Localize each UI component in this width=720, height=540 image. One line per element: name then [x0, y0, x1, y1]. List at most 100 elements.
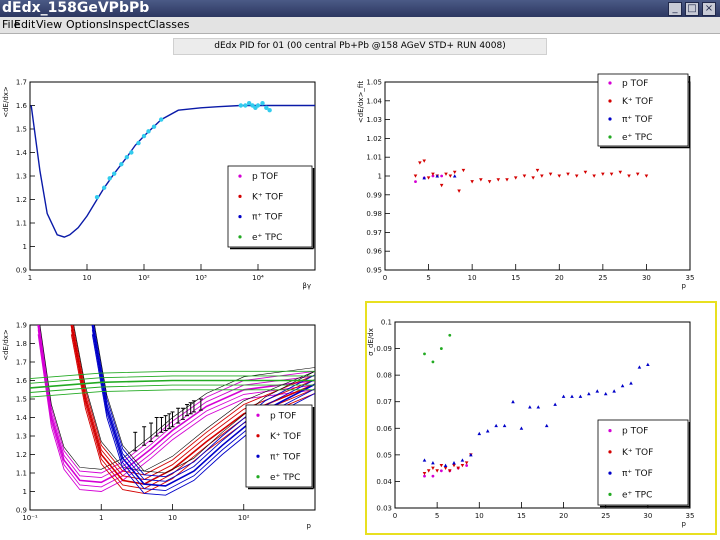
y-tick-label-top-right: 1.03 — [366, 116, 382, 124]
y-tick-label-top-right: 0.96 — [366, 248, 382, 256]
x-tick-label-top-right: 25 — [598, 274, 607, 282]
menu-inspect[interactable]: Inspect — [108, 18, 149, 31]
menu-edit[interactable]: Edit — [14, 18, 36, 31]
data-point-pi — [422, 458, 427, 462]
data-point-pi — [485, 429, 490, 433]
data-point-K — [574, 174, 579, 178]
y-tick-label-top-left: 1.5 — [16, 126, 27, 134]
y-tick-label-bottom-left: 1.7 — [16, 359, 27, 367]
data-point-pi — [494, 423, 498, 428]
data-point-pi — [646, 362, 650, 367]
data-point-cyan — [94, 194, 100, 200]
data-point-pi — [544, 423, 549, 428]
plot-area-top-right — [413, 159, 649, 193]
data-point-K — [431, 172, 435, 176]
menu-bar: File Edit View Options Inspect Classes — [0, 17, 720, 34]
data-point-p — [439, 469, 443, 473]
data-point-K — [566, 172, 570, 176]
legend-label-pi: π⁺ TOF — [622, 469, 653, 479]
data-point-K — [422, 471, 427, 476]
plot-area-top-left — [30, 100, 315, 238]
data-point-p — [431, 174, 435, 178]
menu-file[interactable]: File — [2, 18, 21, 31]
x-axis-label-top-left: βγ — [302, 282, 311, 290]
data-point-pi — [422, 176, 427, 180]
data-point-cyan — [124, 155, 130, 160]
x-tick-label-top-left: 1 — [28, 274, 32, 282]
data-point-pi — [511, 399, 515, 404]
close-button[interactable]: × — [702, 2, 716, 16]
data-point-pi — [519, 426, 524, 430]
data-point-K — [422, 159, 427, 163]
legend-marker-K — [238, 194, 242, 198]
data-point-K — [592, 174, 596, 178]
data-point-K — [479, 178, 483, 182]
data-point-pi — [553, 402, 557, 406]
data-point-e — [423, 352, 426, 356]
y-tick-label-bottom-left: 1.1 — [16, 470, 27, 478]
legend-box-bottom-right — [597, 419, 689, 506]
data-point-p — [431, 474, 435, 478]
legend-marker-pi — [256, 454, 260, 458]
data-point-pi — [443, 463, 448, 467]
data-point-K — [439, 183, 444, 188]
data-point-K — [609, 172, 614, 176]
y-tick-label-top-right: 1.01 — [366, 154, 382, 162]
data-point-K — [443, 466, 448, 470]
data-point-K — [439, 463, 444, 468]
y-tick-label-top-right: 1 — [378, 173, 382, 181]
data-point-K — [413, 174, 418, 178]
data-point-pi — [570, 394, 574, 398]
y-tick-label-top-left: 1.7 — [16, 79, 27, 87]
data-point-cyan — [136, 140, 141, 146]
series-curve-e — [30, 379, 315, 389]
y-axis-label-top-right: <dE/dx>_fit — [357, 81, 365, 123]
menu-options[interactable]: Options — [66, 18, 109, 31]
x-tick-label-bottom-right: 5 — [435, 512, 439, 520]
data-point-pi — [452, 461, 456, 465]
window-titlebar[interactable]: dEdx_158GeVPbPb _ □ × — [0, 0, 720, 17]
data-point-K — [435, 469, 439, 473]
series-curve-e — [30, 389, 315, 398]
legend-label-K: K⁺ TOF — [622, 448, 653, 458]
data-point-K — [456, 466, 461, 470]
y-tick-label-top-right: 1.05 — [366, 79, 382, 87]
x-tick-label-top-left: 10 — [83, 274, 92, 282]
y-tick-label-top-right: 0.98 — [366, 210, 382, 218]
data-point-pi — [561, 394, 566, 398]
data-point-p — [423, 474, 426, 478]
data-point-K — [461, 168, 466, 173]
minimize-button[interactable]: _ — [668, 2, 682, 16]
menu-view[interactable]: View — [36, 18, 63, 31]
series-curve-e — [30, 375, 315, 384]
data-point-cyan — [111, 171, 117, 176]
y-tick-label-bottom-right: 0.07 — [376, 398, 392, 406]
data-point-K — [583, 170, 588, 175]
data-point-cyan — [119, 162, 124, 167]
data-point-e — [439, 347, 443, 350]
menu-classes[interactable]: Classes — [148, 18, 190, 31]
data-point-K — [540, 174, 544, 178]
y-tick-label-top-left: 1.6 — [16, 102, 28, 110]
legend-label-e: e⁺ TPC — [622, 133, 652, 143]
data-point-pi — [502, 423, 507, 428]
x-tick-label-bottom-right: 25 — [601, 512, 610, 520]
x-axis-label-bottom-left: p — [307, 522, 312, 530]
data-point-K — [505, 178, 509, 182]
x-axis-label-top-right: p — [682, 282, 687, 290]
data-point-cyan — [250, 103, 255, 108]
x-tick-label-top-left: 10⁴ — [252, 274, 264, 282]
y-tick-label-bottom-left: 1.6 — [16, 377, 28, 385]
data-point-pi — [629, 381, 633, 385]
legend-label-e: e⁺ TPC — [622, 490, 652, 500]
data-point-K — [644, 174, 649, 178]
y-axis-label-bottom-right: σ_dE/dx — [367, 328, 375, 356]
data-point-cyan — [238, 103, 244, 108]
x-tick-label-bottom-left: 10⁻¹ — [22, 514, 38, 522]
x-tick-label-top-right: 30 — [642, 274, 651, 282]
y-tick-label-bottom-right: 0.1 — [381, 319, 392, 327]
maximize-button[interactable]: □ — [685, 2, 699, 16]
data-point-e — [448, 333, 452, 337]
data-point-pi — [452, 174, 457, 178]
legend-marker-p — [256, 413, 260, 417]
